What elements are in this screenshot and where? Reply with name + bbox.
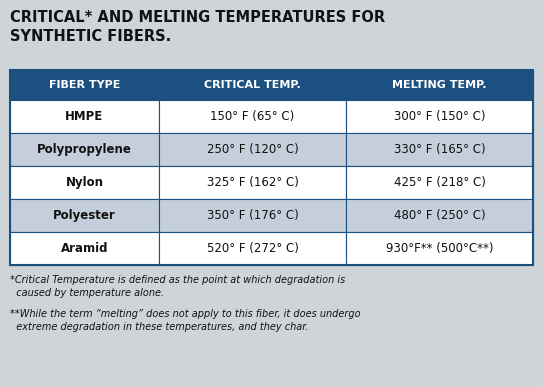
Text: Nylon: Nylon [66,176,104,189]
Bar [346,199,533,232]
Text: *Critical Temperature is defined as the point at which degradation is
  caused b: *Critical Temperature is defined as the … [10,275,345,298]
Bar [159,133,346,166]
Bar [159,70,346,100]
Bar [159,199,346,232]
Bar [346,70,533,100]
Text: 300° F (150° C): 300° F (150° C) [394,110,485,123]
Text: CRITICAL* AND MELTING TEMPERATURES FOR
SYNTHETIC FIBERS.: CRITICAL* AND MELTING TEMPERATURES FOR S… [10,10,385,44]
Text: FIBER TYPE: FIBER TYPE [49,80,120,90]
Bar [10,166,159,199]
Text: Polypropylene: Polypropylene [37,143,132,156]
Bar [346,100,533,133]
Text: 520° F (272° C): 520° F (272° C) [206,242,299,255]
Text: 325° F (162° C): 325° F (162° C) [206,176,299,189]
Bar [346,133,533,166]
Bar [10,232,159,265]
Bar [159,100,346,133]
Bar [10,100,159,133]
Text: MELTING TEMP.: MELTING TEMP. [392,80,487,90]
Bar [159,232,346,265]
Bar [10,70,159,100]
Bar [10,70,533,265]
Bar [10,133,159,166]
Text: Polyester: Polyester [53,209,116,222]
Text: 930°F** (500°C**): 930°F** (500°C**) [386,242,493,255]
Text: CRITICAL TEMP.: CRITICAL TEMP. [204,80,301,90]
Text: 150° F (65° C): 150° F (65° C) [210,110,295,123]
Text: Aramid: Aramid [61,242,108,255]
Text: **While the term “melting” does not apply to this fiber, it does undergo
  extre: **While the term “melting” does not appl… [10,309,361,332]
Text: 250° F (120° C): 250° F (120° C) [207,143,298,156]
Bar [346,232,533,265]
Text: 480° F (250° C): 480° F (250° C) [394,209,485,222]
Text: 330° F (165° C): 330° F (165° C) [394,143,485,156]
Bar [346,166,533,199]
Bar [159,166,346,199]
Text: 425° F (218° C): 425° F (218° C) [394,176,485,189]
Text: 350° F (176° C): 350° F (176° C) [207,209,298,222]
Bar [10,199,159,232]
Text: HMPE: HMPE [65,110,104,123]
